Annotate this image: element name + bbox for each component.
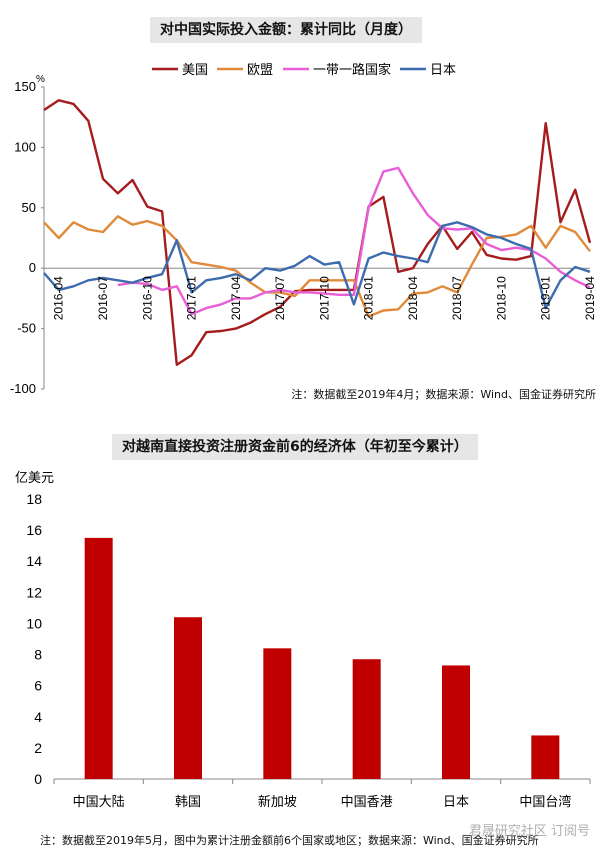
bar — [352, 659, 381, 779]
series-line — [43, 99, 592, 366]
x-tick-label: 2018-10 — [494, 276, 508, 320]
x-tick-label: 2017-01 — [185, 276, 199, 320]
bar — [263, 648, 292, 779]
y-tick-label: -50 — [17, 321, 36, 336]
x-tick-label: 2018-01 — [362, 276, 376, 320]
y-tick-label: 18 — [26, 491, 42, 507]
x-category-label: 新加坡 — [258, 794, 297, 810]
line-chart-source-note: 注：数据截至2019年4月；数据来源：Wind、国金证券研究所 — [291, 388, 596, 401]
x-tick-label: 2017-04 — [229, 276, 243, 320]
x-category-label: 韩国 — [175, 795, 201, 810]
x-tick-label: 2019-01 — [539, 276, 553, 320]
x-tick-label: 2018-04 — [406, 276, 420, 320]
y-tick-label: 50 — [22, 200, 36, 215]
y-tick-label: 16 — [26, 522, 42, 538]
x-tick-label: 2018-07 — [450, 276, 464, 320]
y-tick-label: 100 — [14, 139, 36, 154]
bar — [531, 735, 560, 779]
x-tick-label: 2016-04 — [52, 276, 66, 320]
y-tick-label: 2 — [34, 740, 42, 756]
bar — [174, 617, 202, 779]
y-tick-label: 4 — [34, 709, 42, 725]
x-category-label: 中国台湾 — [519, 794, 571, 810]
legend-label: 日本 — [430, 63, 456, 78]
legend-label: 欧盟 — [247, 63, 273, 78]
series-line — [43, 221, 591, 310]
x-tick-label: 2019-04 — [583, 276, 597, 320]
y-tick-label: 150 — [14, 79, 36, 94]
x-tick-label: 2017-07 — [273, 276, 287, 320]
watermark: 君晟研究社区 订阅号 — [468, 824, 590, 839]
y-axis-unit: 亿美元 — [15, 471, 54, 486]
y-tick-label: 10 — [26, 615, 42, 631]
x-category-label: 中国大陆 — [73, 794, 125, 810]
y-tick-label: 0 — [34, 771, 42, 787]
x-tick-label: 2016-07 — [96, 276, 110, 320]
line-chart-title: 对中国实际投入金额：累计同比（月度） — [150, 17, 422, 43]
y-tick-label: 12 — [26, 584, 42, 600]
x-tick-label: 2016-10 — [140, 276, 154, 320]
y-tick-label: -100 — [10, 381, 36, 396]
x-category-label: 中国香港 — [341, 795, 393, 810]
x-category-label: 日本 — [443, 795, 469, 810]
y-tick-label: 6 — [34, 678, 42, 694]
bar-chart-source-note: 注：数据截至2019年5月，图中为累计注册金额前6个国家或地区；数据来源：Win… — [40, 834, 539, 847]
y-tick-label: 8 — [34, 647, 42, 663]
bar-chart-title: 对越南直接投资注册资金前6的经济体（年初至今累计） — [112, 434, 478, 460]
y-tick-label: 14 — [26, 553, 42, 569]
bar — [84, 537, 113, 779]
x-tick-label: 2017-10 — [317, 276, 331, 320]
legend-label: 美国 — [182, 63, 208, 78]
bar — [442, 665, 470, 779]
legend-label: 一带一路国家 — [313, 62, 391, 78]
y-tick-label: 0 — [29, 260, 36, 275]
line-chart: 150 100 50 0 -50 -100% 2016-04 2016-07 2016-10 20… — [10, 62, 597, 396]
series-line — [117, 166, 591, 316]
y-axis-unit: % — [36, 74, 45, 85]
